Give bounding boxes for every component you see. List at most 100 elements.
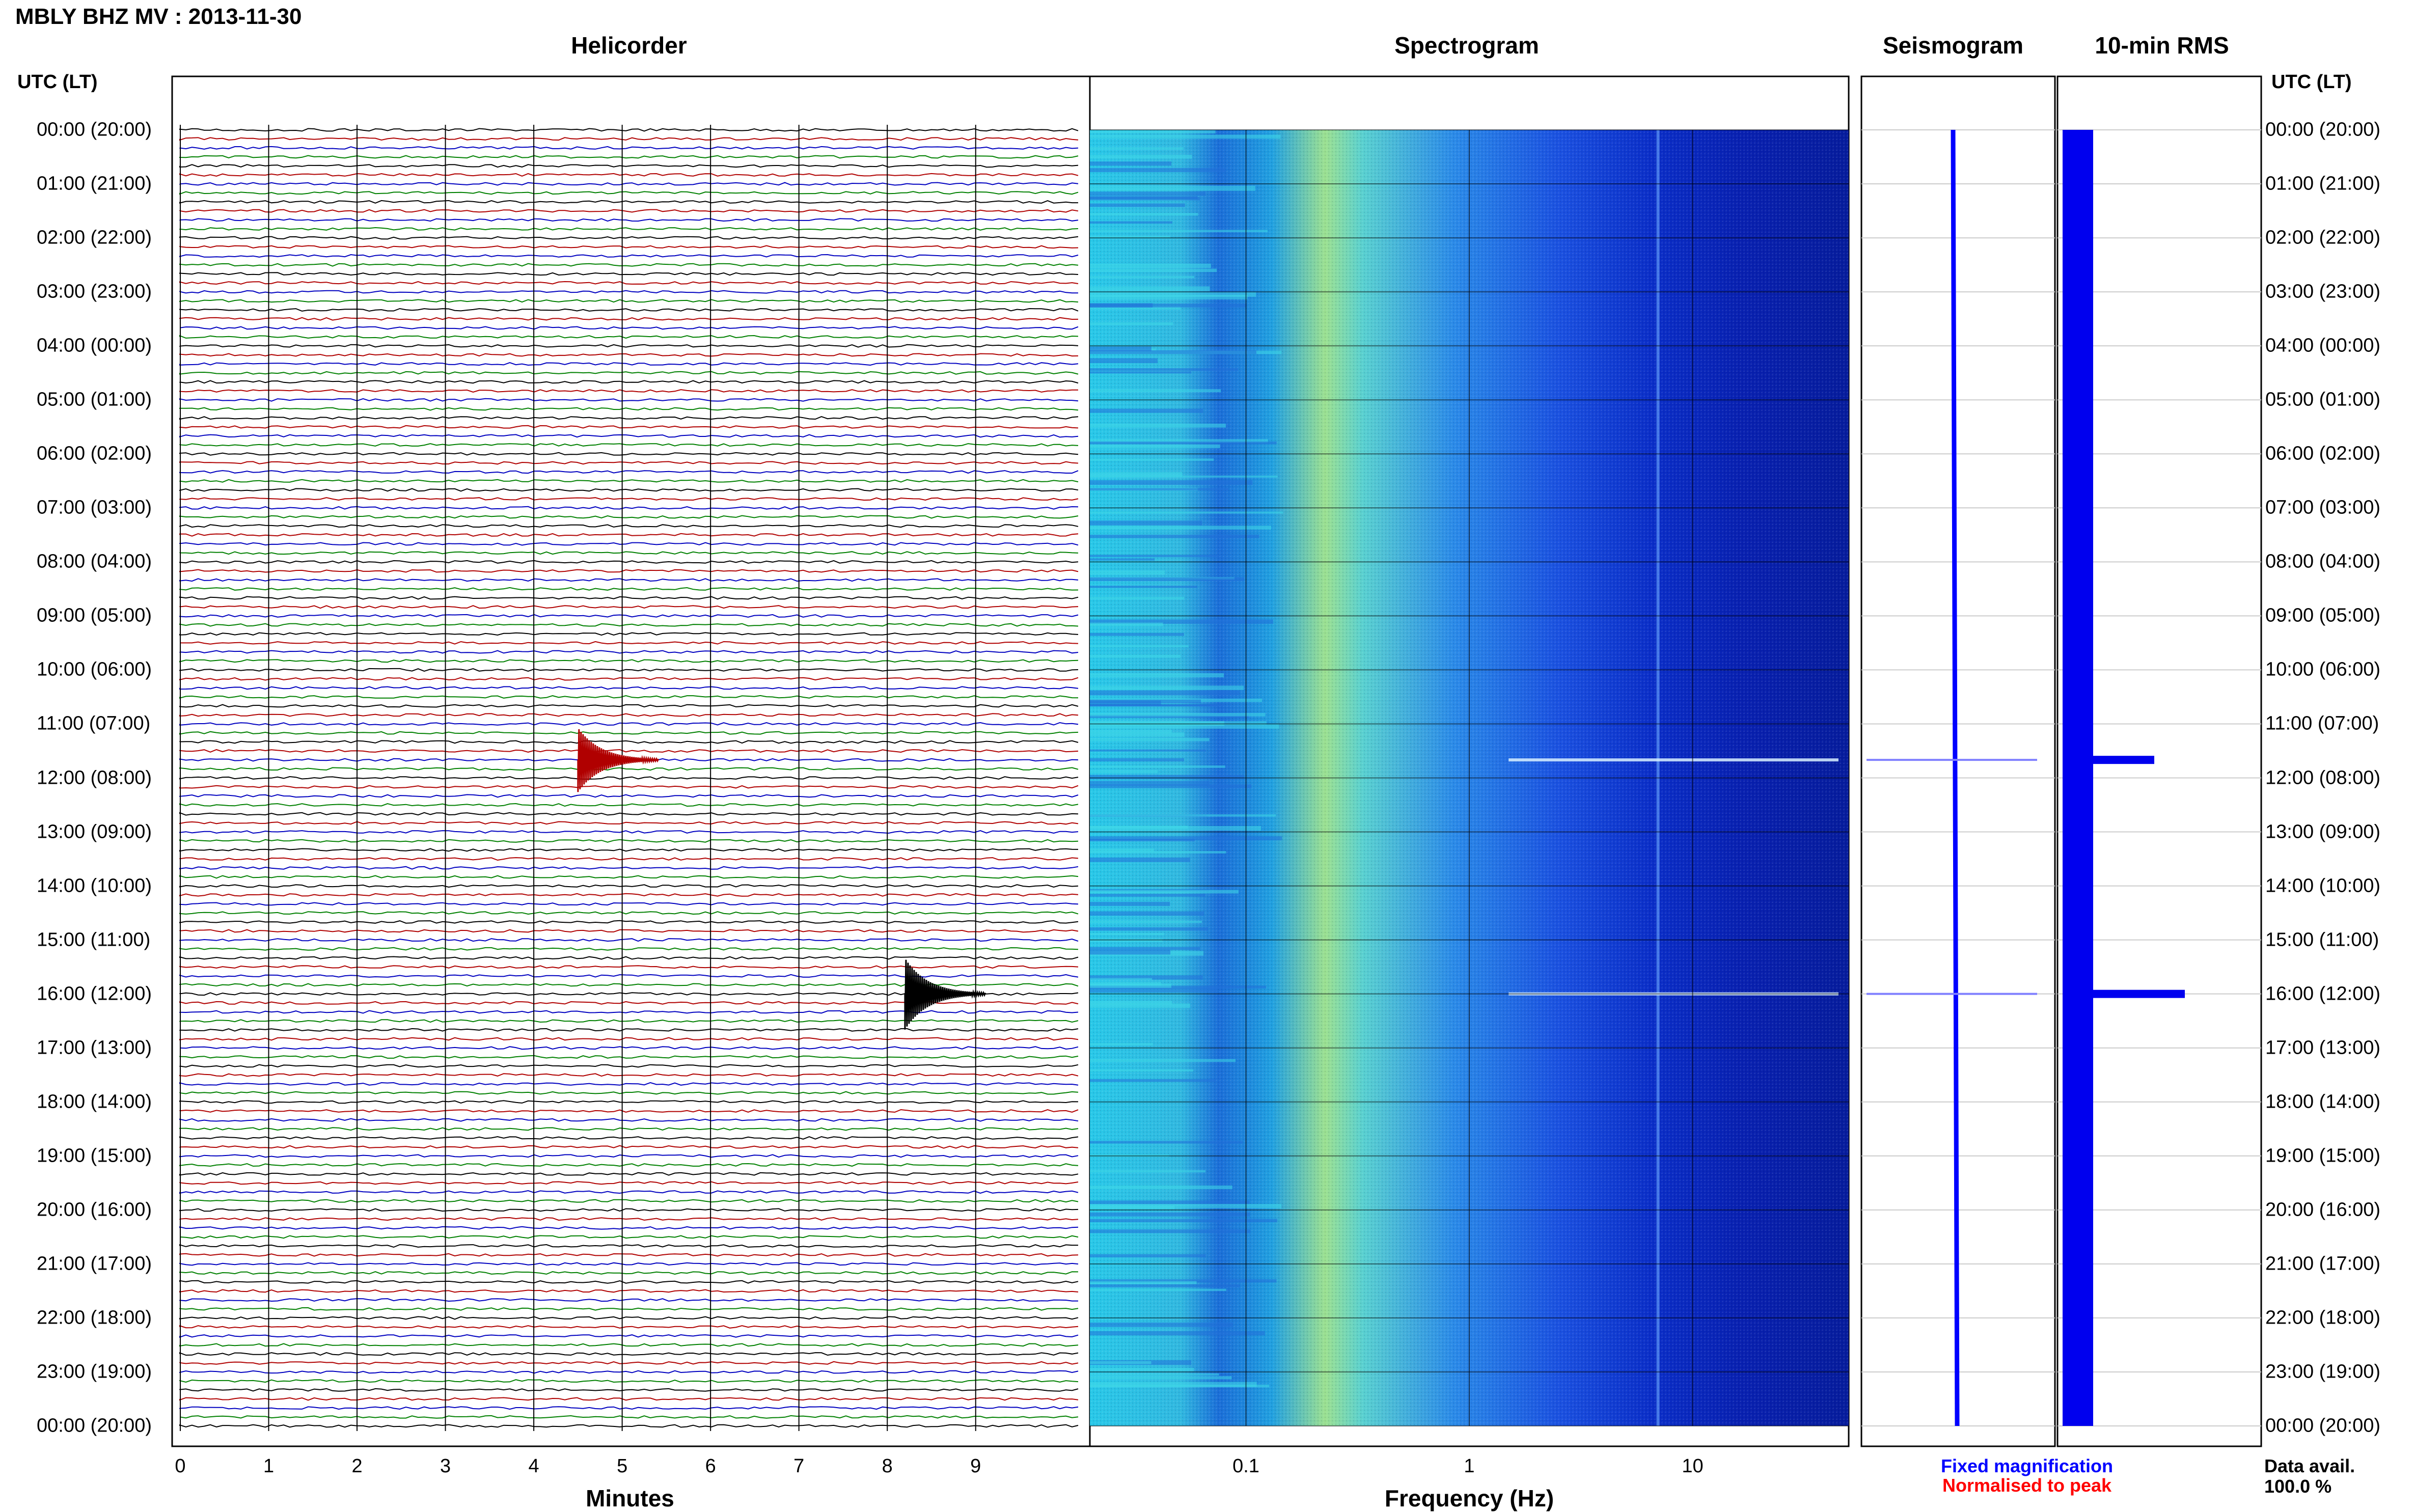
spectrogram-band (1090, 130, 1216, 134)
helicorder-trace (179, 479, 1079, 483)
time-label-left: 11:00 (07:00) (37, 712, 151, 734)
spectrogram-band (1090, 654, 1181, 658)
spectrogram-title: Spectrogram (1394, 32, 1539, 59)
seismogram-title: Seismogram (1882, 32, 2024, 59)
helicorder-trace (179, 1352, 1079, 1356)
helicorder-trace (179, 1001, 1079, 1005)
time-label-right: 19:00 (15:00) (2265, 1145, 2381, 1167)
minutes-axis-label: Minutes (586, 1485, 674, 1511)
spectrogram-band (1090, 1185, 1232, 1190)
spectrogram-band (1090, 927, 1209, 931)
helicorder-trace (179, 470, 1079, 474)
helicorder-trace (179, 1082, 1079, 1086)
spectrogram-band (1090, 346, 1151, 351)
seismogram-frame (1860, 75, 2056, 1447)
spectrogram-band (1090, 294, 1248, 299)
spectrogram-band (1090, 134, 1281, 139)
spectrogram-band (1090, 1170, 1206, 1173)
time-label-left: 02:00 (22:00) (37, 227, 152, 249)
spectrogram-band (1090, 488, 1229, 491)
spectrogram-band (1090, 729, 1172, 733)
spectrogram-band (1090, 203, 1185, 207)
helicorder-trace (179, 497, 1079, 501)
helicorder-trace (179, 425, 1079, 429)
helicorder-trace (179, 749, 1079, 753)
spectrogram-band (1090, 1284, 1240, 1287)
spectrogram-band (1090, 765, 1225, 768)
spectrogram-band (1090, 511, 1283, 514)
helicorder-trace (179, 965, 1079, 969)
spectrogram-band (1090, 1361, 1151, 1364)
helicorder-trace (179, 650, 1079, 654)
rms-baseline-bars (2063, 130, 2093, 1426)
helicorder-trace (179, 398, 1079, 402)
helicorder-trace (179, 1181, 1079, 1185)
spectrogram-band (1090, 851, 1226, 854)
time-label-right: 04:00 (00:00) (2265, 335, 2381, 356)
helicorder-trace (179, 299, 1079, 303)
helicorder-trace (179, 1064, 1079, 1068)
time-label-right: 05:00 (01:00) (2265, 389, 2381, 410)
spectrogram-band (1090, 932, 1164, 936)
minute-tick-label: 5 (617, 1455, 628, 1477)
spectrogram-band (1090, 826, 1188, 829)
spectrogram-band (1090, 982, 1161, 986)
time-label-right: 23:00 (19:00) (2265, 1361, 2381, 1383)
helicorder-trace (179, 1370, 1079, 1374)
spectrogram-band (1090, 389, 1221, 393)
spectrogram-band (1090, 1373, 1219, 1376)
helicorder-trace (179, 461, 1079, 465)
spectrogram-band (1090, 472, 1183, 477)
spectrogram-band (1090, 622, 1163, 626)
spectrogram-band (1090, 155, 1192, 159)
helicorder-trace (179, 1046, 1079, 1050)
helicorder-trace (179, 812, 1079, 816)
helicorder-trace (179, 1226, 1079, 1230)
helicorder-trace (179, 929, 1079, 933)
helicorder-trace (179, 596, 1079, 600)
time-label-right: 22:00 (18:00) (2265, 1307, 2381, 1329)
helicorder-trace (179, 713, 1079, 717)
helicorder-trace (179, 191, 1079, 195)
spectrogram-band (1090, 645, 1189, 647)
helicorder-trace (179, 884, 1079, 888)
spectrogram-band (1090, 475, 1278, 478)
helicorder-trace (179, 1100, 1079, 1104)
spectrogram-band (1090, 1279, 1277, 1283)
time-label-left: 22:00 (18:00) (37, 1307, 152, 1329)
minute-tick-label: 3 (440, 1455, 451, 1477)
helicorder-trace (179, 1037, 1079, 1041)
spectrogram-band (1090, 814, 1276, 817)
time-label-right: 03:00 (23:00) (2265, 281, 2381, 303)
helicorder-trace (179, 200, 1078, 204)
spectrogram-band (1090, 987, 1217, 993)
spectrogram-band (1090, 714, 1249, 718)
spectrogram-band (1090, 235, 1170, 238)
helicorder-trace (179, 974, 1079, 978)
helicorder-trace (179, 1361, 1079, 1365)
spectrogram-band (1090, 1059, 1236, 1062)
time-label-left: 03:00 (23:00) (37, 281, 152, 303)
spectrogram-band (1090, 423, 1226, 428)
time-label-left: 09:00 (05:00) (37, 604, 152, 626)
minute-tick-label: 4 (528, 1455, 539, 1477)
helicorder-trace (179, 1244, 1078, 1248)
spectrogram-band (1090, 950, 1171, 955)
helicorder-trace (179, 236, 1079, 240)
helicorder-trace (179, 1280, 1079, 1284)
spectrogram-band (1090, 633, 1184, 636)
spectrogram-band (1090, 1376, 1232, 1380)
helicorder-trace (179, 137, 1079, 141)
helicorder-trace (179, 488, 1079, 492)
time-label-left: 18:00 (14:00) (37, 1091, 152, 1113)
helicorder-trace (179, 695, 1079, 699)
spectrogram-band (1090, 577, 1244, 582)
time-label-right: 18:00 (14:00) (2265, 1091, 2381, 1113)
spectrogram-band (1090, 444, 1220, 449)
helicorder-trace (179, 1253, 1079, 1257)
frequency-tick-label: 1 (1464, 1455, 1475, 1477)
spectrogram-band (1090, 619, 1273, 624)
time-label-left: 10:00 (06:00) (37, 658, 152, 680)
spectrogram-band (1090, 480, 1253, 485)
frequency-tick-label: 0.1 (1232, 1455, 1259, 1477)
